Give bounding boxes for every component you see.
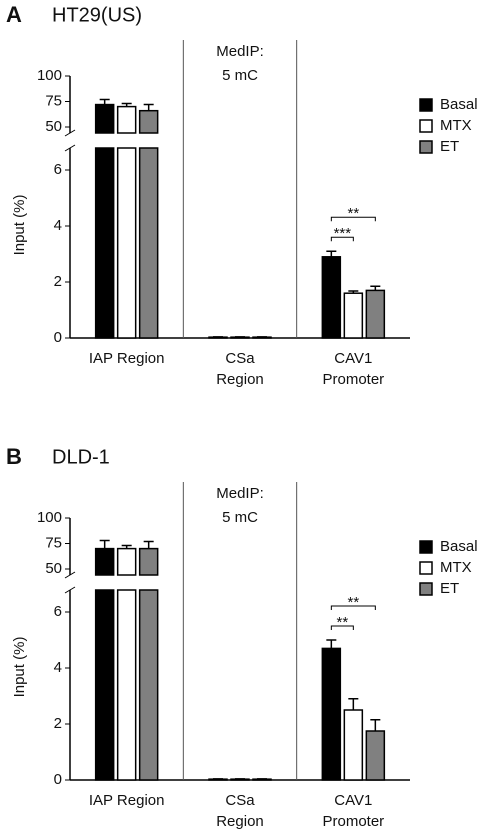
legend-label: ET: [440, 580, 459, 597]
error-bar: [370, 719, 381, 731]
error-bar: [326, 639, 337, 649]
y-tick-label: 2: [54, 273, 62, 290]
bar: [365, 289, 386, 339]
axis-break: [64, 144, 76, 152]
legend-label: ET: [440, 138, 459, 155]
y-tick-label: 75: [45, 92, 62, 109]
annotation: 5 mC: [222, 67, 258, 84]
x-tick-label: CAV1: [334, 792, 372, 809]
y-tick-label: 50: [45, 118, 62, 135]
significance-bracket: [330, 605, 376, 610]
bar: [138, 109, 159, 134]
panel: A HT29(US) Input (%) 50 75 100 0 2 4 6 MedIP: 5 mC I…: [6, 2, 478, 388]
bar: [94, 147, 115, 339]
annotation: 5 mC: [222, 509, 258, 526]
y-tick-label: 6: [54, 603, 62, 620]
x-tick-label: IAP Region: [89, 350, 165, 367]
bar: [94, 103, 115, 134]
significance-bracket: [330, 216, 376, 222]
panel-label: A: [6, 2, 22, 27]
significance-label: ***: [334, 225, 352, 242]
legend-swatch: [419, 582, 433, 596]
y-tick-label: 0: [54, 771, 62, 788]
significance-label: **: [347, 594, 359, 611]
chart-title: HT29(US): [52, 4, 142, 26]
axis-break: [64, 571, 76, 579]
x-tick-label: CSa: [225, 350, 255, 367]
y-tick-label: 75: [45, 534, 62, 551]
legend-swatch: [419, 540, 433, 554]
annotation: MedIP:: [216, 485, 264, 502]
error-bar: [348, 290, 359, 294]
axis-break: [64, 586, 76, 594]
annotation: MedIP:: [216, 43, 264, 60]
bar: [116, 589, 137, 781]
x-tick-label: Region: [216, 371, 264, 388]
legend-swatch: [419, 561, 433, 575]
x-tick-label: CAV1: [334, 350, 372, 367]
bar: [138, 147, 159, 339]
legend-swatch: [419, 140, 433, 154]
bar: [343, 709, 364, 781]
bar: [343, 292, 364, 339]
legend-swatch: [419, 98, 433, 112]
legend-label: MTX: [440, 117, 472, 134]
y-axis-label: Input (%): [11, 195, 28, 256]
bar: [116, 147, 137, 339]
y-tick-label: 6: [54, 161, 62, 178]
y-axis-label: Input (%): [11, 637, 28, 698]
legend-label: Basal: [440, 538, 478, 555]
x-tick-label: Promoter: [322, 813, 384, 830]
y-tick-label: 2: [54, 715, 62, 732]
x-tick-label: Promoter: [322, 371, 384, 388]
bar: [138, 589, 159, 781]
legend-label: Basal: [440, 96, 478, 113]
y-tick-label: 100: [37, 509, 62, 526]
error-bar: [99, 98, 110, 105]
x-tick-label: CSa: [225, 792, 255, 809]
y-tick-label: 50: [45, 560, 62, 577]
significance-label: **: [336, 614, 348, 631]
axis-break: [64, 129, 76, 137]
legend-label: MTX: [440, 559, 472, 576]
significance-label: **: [347, 205, 359, 222]
significance-bracket: [330, 625, 354, 630]
bar: [321, 647, 342, 781]
error-bar: [143, 540, 154, 549]
legend-swatch: [419, 119, 433, 133]
bar: [94, 589, 115, 781]
x-tick-label: Region: [216, 813, 264, 830]
error-bar: [121, 544, 132, 549]
error-bar: [370, 285, 381, 291]
y-tick-label: 0: [54, 329, 62, 346]
bar: [94, 547, 115, 576]
bar: [116, 547, 137, 576]
panel-label: B: [6, 444, 22, 469]
chart-title: DLD-1: [52, 446, 110, 468]
bar: [116, 105, 137, 134]
x-tick-label: IAP Region: [89, 792, 165, 809]
error-bar: [143, 103, 154, 111]
y-tick-label: 100: [37, 67, 62, 84]
significance-bracket: [330, 236, 354, 242]
error-bar: [326, 250, 337, 257]
error-bar: [99, 539, 110, 549]
y-tick-label: 4: [54, 659, 62, 676]
error-bar: [121, 102, 132, 107]
error-bar: [348, 698, 359, 710]
bar: [138, 547, 159, 576]
y-tick-label: 4: [54, 217, 62, 234]
bar: [321, 256, 342, 339]
panel: B DLD-1 Input (%) 50 75 100 0 2 4 6 MedIP: 5 mC IAP …: [6, 444, 478, 830]
bar: [365, 730, 386, 781]
